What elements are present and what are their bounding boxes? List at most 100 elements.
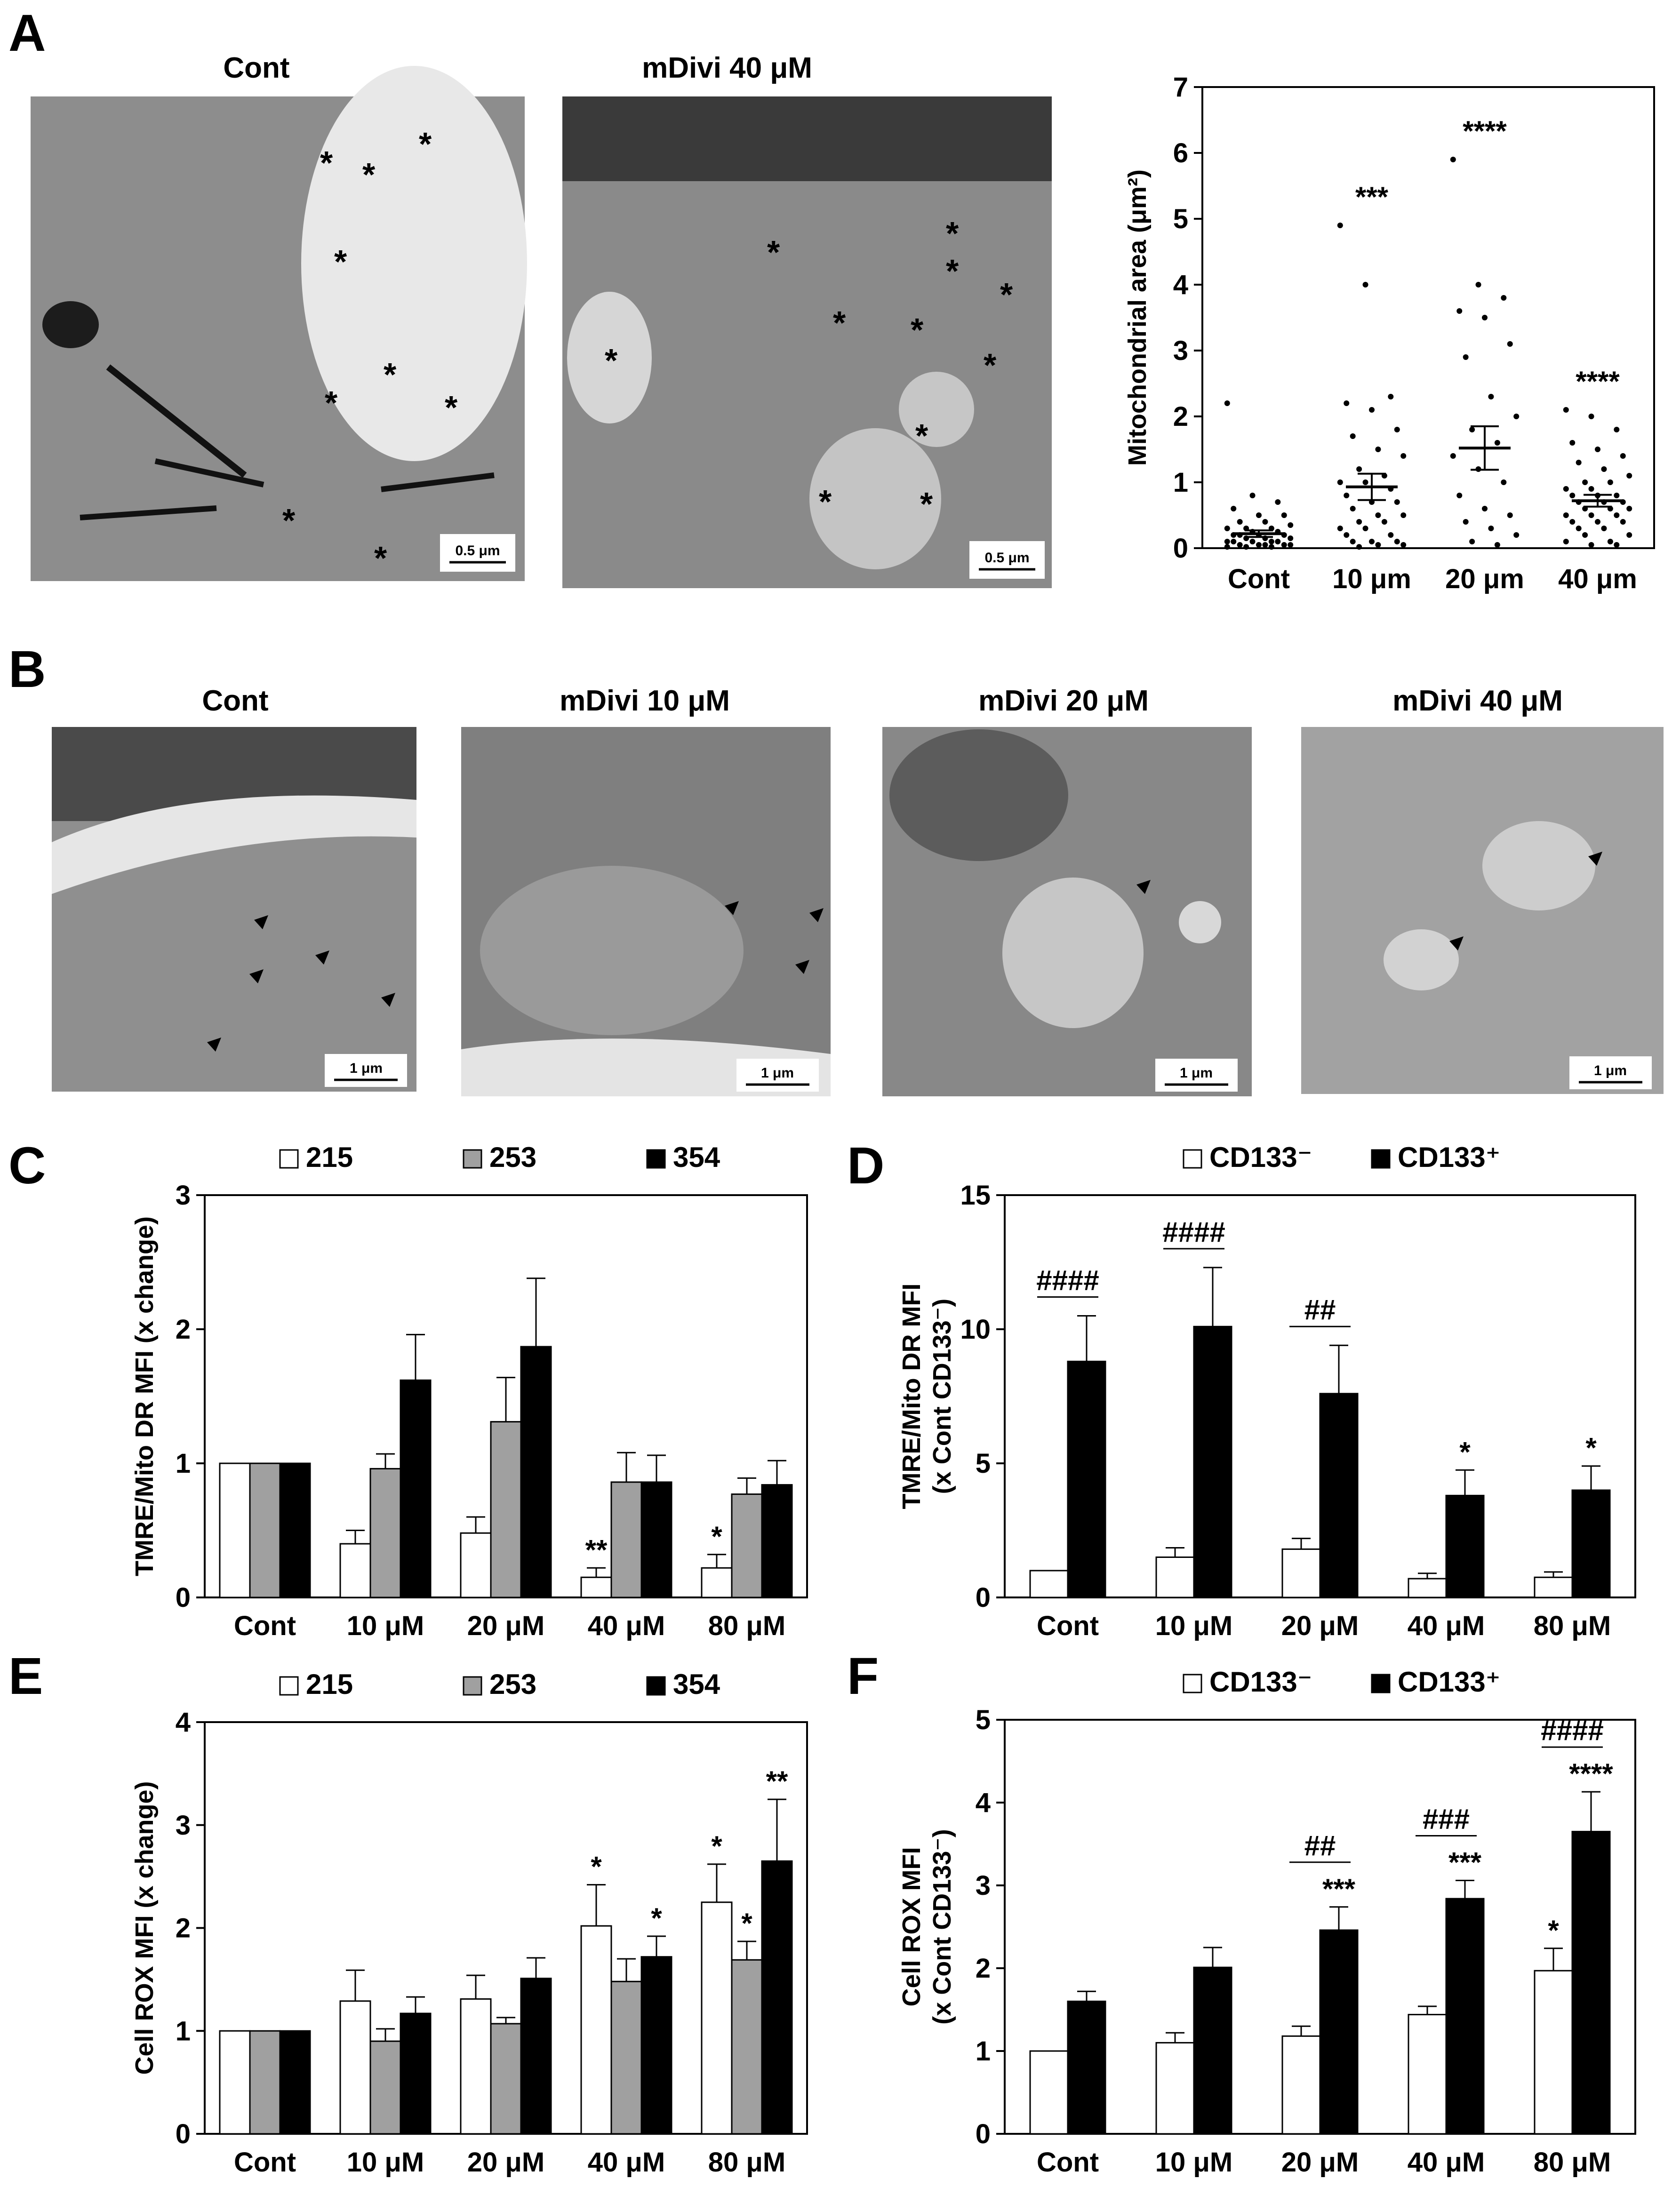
legend-swatch [646, 1676, 666, 1696]
data-point [1350, 433, 1356, 439]
bar-d [1155, 1556, 1195, 1598]
scale-bar-box [969, 541, 1045, 579]
arrowhead-marker [1449, 936, 1464, 950]
y-tick-label: 5 [1173, 204, 1188, 234]
swollen-mitochondrion [809, 428, 941, 569]
bar-d [1029, 1570, 1069, 1598]
data-point [1588, 486, 1594, 492]
legend-swatch [1183, 1149, 1202, 1169]
data-point [1394, 499, 1400, 505]
bar-c [219, 1462, 251, 1598]
significance-label: * [1459, 1436, 1471, 1468]
bar-c [490, 1421, 522, 1598]
data-point [1463, 519, 1469, 525]
micrograph-title: Cont [223, 52, 289, 84]
y-tick-label: 5 [976, 1448, 991, 1479]
data-point [1394, 539, 1400, 544]
legend-swatch [646, 1149, 666, 1169]
data-point [1337, 526, 1343, 531]
data-point [1224, 400, 1230, 406]
data-point [1356, 544, 1362, 550]
y-tick-label: 0 [976, 1582, 991, 1613]
bar-e [580, 1925, 612, 2135]
data-point [1482, 506, 1488, 511]
data-point [1369, 407, 1375, 413]
significance-label: *** [1355, 181, 1389, 213]
panel-label-a: A [8, 4, 46, 62]
data-point [1268, 539, 1274, 544]
mito-marker: * [984, 347, 997, 383]
bar-e [339, 2000, 371, 2135]
legend-swatch [463, 1149, 482, 1169]
significance-label: *** [1448, 1846, 1482, 1878]
membrane-stroke [381, 472, 495, 492]
large-mitochondrion [480, 866, 744, 1035]
mito-marker: * [911, 311, 924, 348]
x-tick-label: 40 μM [1408, 2147, 1485, 2178]
panel-label-c: C [8, 1137, 46, 1195]
bar-e [369, 2040, 401, 2135]
y-axis-label: Mitochondrial area (μm²) [1123, 169, 1152, 466]
data-point [1381, 519, 1387, 525]
bar-f [1534, 1970, 1573, 2135]
y-tick-label: 6 [1173, 138, 1188, 168]
arrowhead-marker [315, 950, 329, 965]
arrowhead-marker [249, 969, 264, 983]
micrograph-a-cont: Cont * * * * * * * * * 0.5 μm [31, 52, 527, 581]
data-point [1582, 532, 1588, 538]
data-point [1576, 526, 1582, 531]
data-point [1281, 512, 1287, 518]
data-point [1569, 440, 1576, 446]
y-tick-label: 5 [976, 1705, 991, 1735]
data-point [1344, 400, 1350, 406]
significance-label: * [591, 1851, 602, 1883]
swollen-mitochondrion [1482, 821, 1595, 910]
legend-label: 354 [673, 1668, 720, 1700]
y-tick-label: 2 [1173, 401, 1188, 432]
x-tick-label: 20 μM [1281, 1611, 1359, 1641]
data-point [1224, 539, 1230, 544]
data-point [1224, 544, 1230, 550]
y-tick-label: 3 [176, 1180, 191, 1211]
x-tick-label: 80 μM [708, 1611, 785, 1641]
scale-bar-label: 0.5 μm [455, 543, 500, 559]
significance-label: **** [1569, 1758, 1613, 1789]
legend-label: 215 [306, 1668, 353, 1700]
mito-marker: * [767, 234, 780, 271]
chart-f-cellrox-cd133: 0 1 2 3 4 5 Cont 10 μM 20 μM *** ## 40 μM *** ### 80 μ… [897, 1666, 1636, 2178]
significance-label: ** [585, 1534, 608, 1565]
y-axis-label: TMRE/Mito DR MFI [897, 1284, 926, 1509]
plot-frame [1201, 86, 1655, 549]
data-point [1275, 499, 1281, 505]
data-point [1601, 526, 1607, 531]
data-point [1350, 506, 1356, 511]
data-point [1513, 414, 1520, 419]
data-point [1626, 506, 1632, 511]
bracket-label: ### [1423, 1803, 1470, 1835]
arrowhead-marker [795, 960, 809, 974]
bracket-label: ## [1304, 1830, 1336, 1861]
data-point [1337, 223, 1343, 228]
bar-c [520, 1346, 552, 1598]
data-point [1563, 407, 1569, 413]
bar-f [1408, 2014, 1447, 2135]
data-point [1344, 493, 1350, 498]
legend-swatch [1371, 1674, 1391, 1693]
data-point [1488, 526, 1494, 531]
bar-c [701, 1567, 733, 1598]
significance-label: * [1585, 1432, 1597, 1464]
y-tick-label: 1 [976, 2036, 991, 2067]
mito-marker: * [282, 502, 296, 539]
x-tick-label: 10 μm [1332, 564, 1411, 594]
scale-bar-box [325, 1054, 407, 1087]
y-tick-label: 3 [176, 1810, 191, 1841]
data-point [1275, 539, 1281, 544]
data-point [1482, 315, 1488, 320]
chart-d-tmre-cd133: 0 5 10 15 Cont #### 10 μM #### 20 μM ## 40 μM * 80 μ… [897, 1141, 1636, 1641]
legend-label: 253 [489, 1668, 536, 1700]
x-tick-label: 40 μM [1408, 1611, 1485, 1641]
y-tick-label: 4 [1173, 270, 1188, 300]
data-point [1375, 542, 1381, 548]
data-point [1388, 394, 1394, 399]
